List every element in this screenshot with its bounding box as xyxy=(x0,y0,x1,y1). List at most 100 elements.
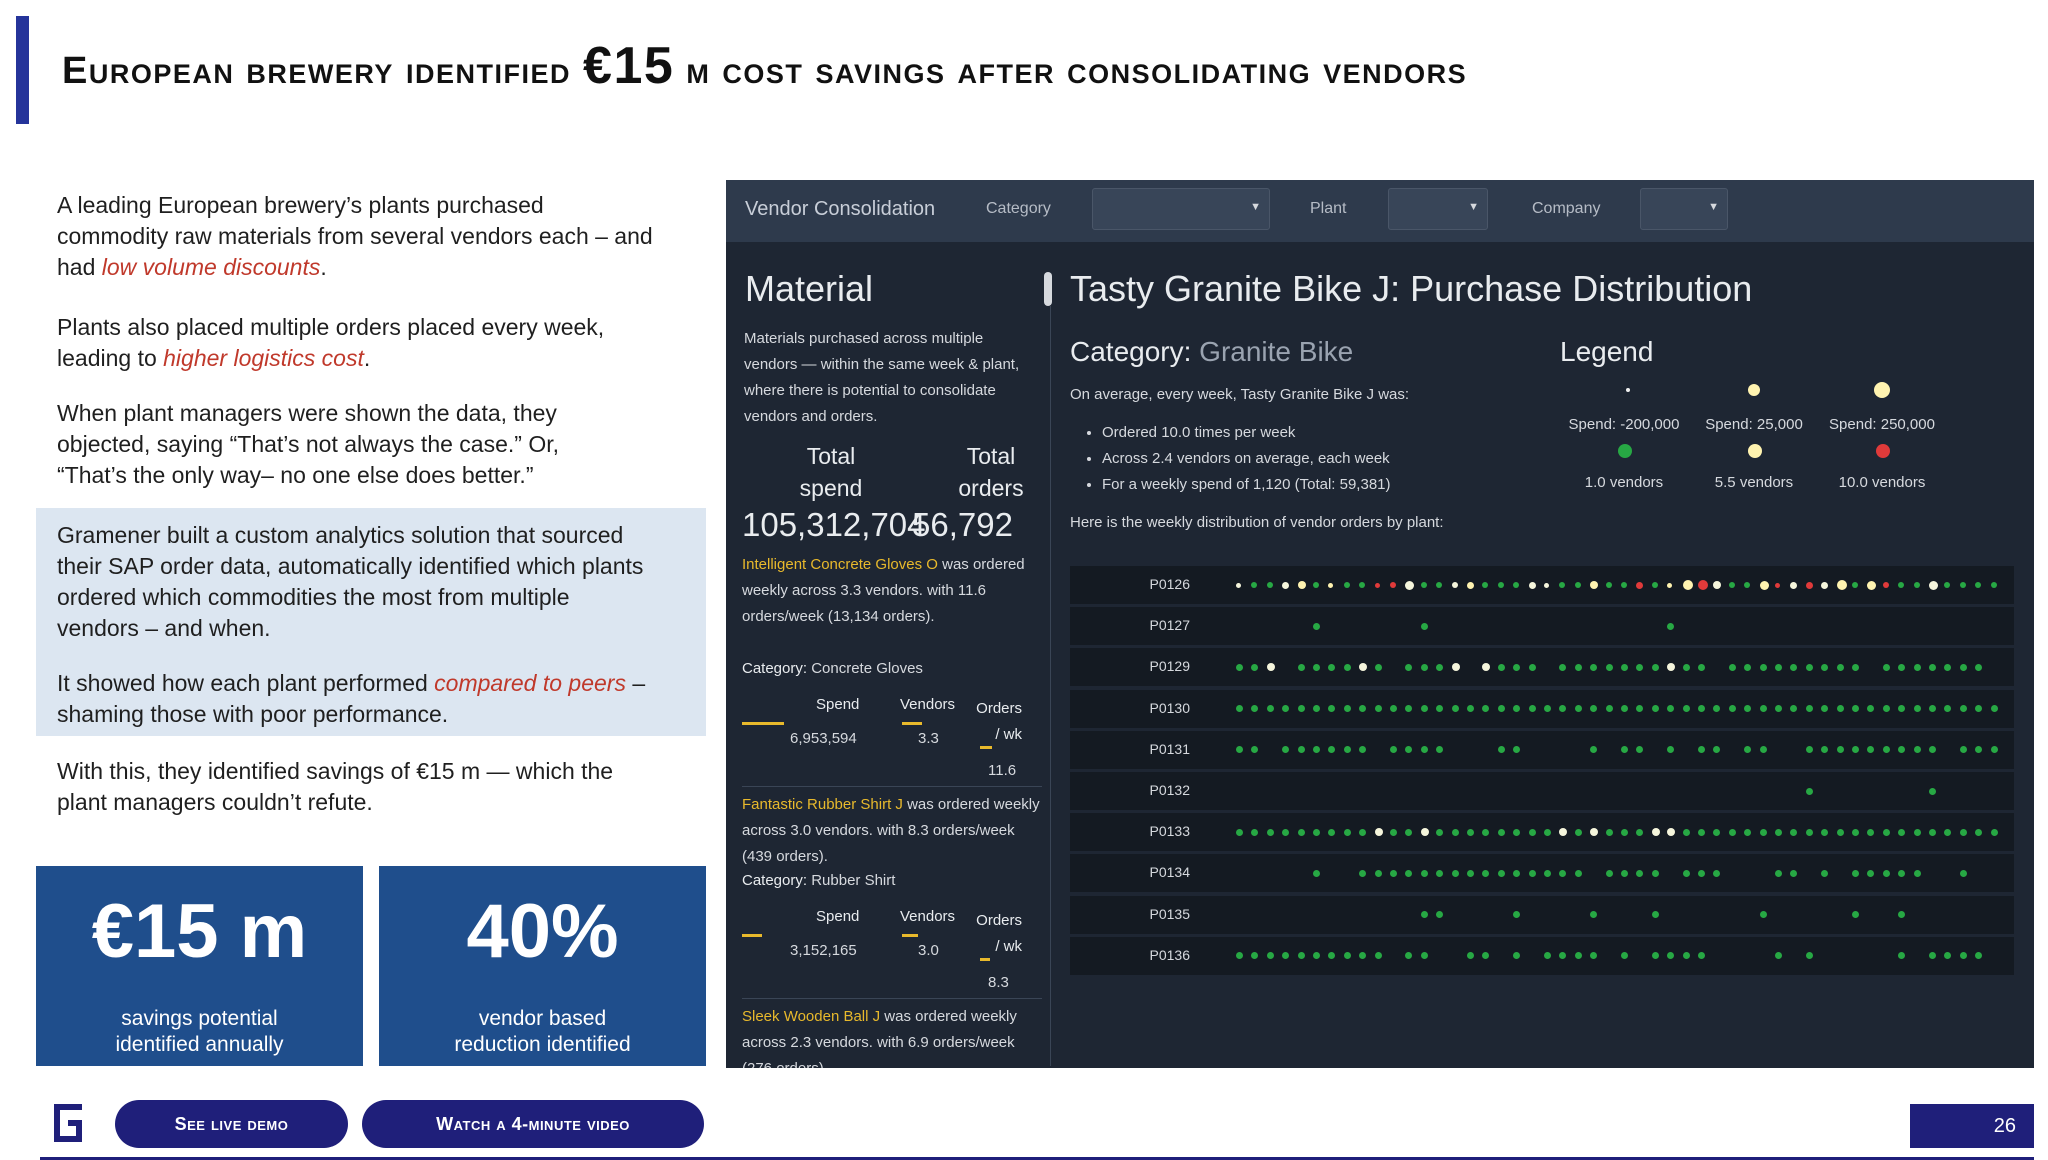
dashboard-header: Vendor Consolidation Category ▼ Plant ▼ … xyxy=(726,180,2034,242)
col-vendors: Vendors xyxy=(900,908,956,925)
order-dot xyxy=(1898,663,1906,671)
order-dot xyxy=(1698,746,1705,754)
order-dot xyxy=(1482,952,1490,960)
order-dot xyxy=(1698,828,1705,836)
order-dot xyxy=(1698,869,1705,877)
order-dot xyxy=(1744,746,1752,754)
order-dot xyxy=(1420,952,1428,960)
legend-vendors-label: 1.0 vendors xyxy=(1584,474,1664,491)
order-dot xyxy=(1682,869,1690,877)
plant-label: P0132 xyxy=(1149,782,1190,798)
order-dot xyxy=(1790,663,1798,671)
order-dot xyxy=(1297,746,1305,754)
order-dot xyxy=(1451,705,1459,713)
order-dot xyxy=(1852,828,1859,836)
order-dot xyxy=(1682,663,1690,671)
order-dot xyxy=(1544,869,1551,877)
order-dot xyxy=(1266,582,1273,588)
order-dot xyxy=(1528,581,1536,589)
paragraph-3: When plant managers were shown the data,… xyxy=(57,400,559,488)
order-dot xyxy=(1297,952,1305,960)
order-dot xyxy=(1621,828,1628,836)
plant-label: P0130 xyxy=(1149,699,1190,716)
order-dot xyxy=(1405,746,1413,754)
order-dot xyxy=(1852,663,1859,671)
order-dot xyxy=(1359,582,1366,588)
kpi-label: savings potential identified annually xyxy=(115,1007,284,1056)
order-dot xyxy=(1682,705,1690,713)
order-dot xyxy=(1975,746,1983,754)
plant-row xyxy=(1070,895,2014,934)
order-dot xyxy=(1959,746,1967,754)
plant-select[interactable]: ▼ xyxy=(1388,188,1488,230)
order-dot xyxy=(1544,828,1551,836)
order-dot xyxy=(1790,869,1798,877)
order-dot xyxy=(1513,663,1521,671)
order-dot xyxy=(1374,828,1383,837)
order-dot xyxy=(1929,580,1938,590)
order-dot xyxy=(1852,705,1859,713)
order-dot xyxy=(1898,952,1906,960)
order-dot xyxy=(1929,746,1936,754)
order-dot xyxy=(1651,663,1659,671)
order-dot xyxy=(1882,582,1889,588)
order-dot xyxy=(1313,746,1320,754)
scrollbar-thumb[interactable] xyxy=(1044,272,1052,306)
order-dot xyxy=(1236,952,1243,960)
order-dot xyxy=(1374,705,1382,713)
item-spend: 3,152,165 xyxy=(790,942,857,959)
order-dot xyxy=(1467,869,1474,877)
order-dot xyxy=(1559,705,1567,713)
order-dot xyxy=(1420,869,1428,877)
order-dot xyxy=(1236,705,1243,713)
order-dot xyxy=(1836,580,1847,590)
order-dot xyxy=(1821,869,1829,877)
material-description: Materials purchased across multiple vend… xyxy=(744,330,1020,425)
order-dot xyxy=(1282,952,1290,960)
order-dot xyxy=(1374,952,1382,960)
order-dot xyxy=(1559,582,1566,588)
watch-video-button[interactable]: Watch a 4-minute video xyxy=(362,1100,704,1148)
order-dot xyxy=(1328,746,1336,754)
order-dot xyxy=(1805,581,1813,589)
highlight-box xyxy=(36,508,706,736)
order-dot xyxy=(1313,705,1320,713)
order-dot xyxy=(1359,952,1367,960)
order-dot xyxy=(1759,911,1767,919)
col-vendors: Vendors xyxy=(900,696,956,713)
company-select[interactable]: ▼ xyxy=(1640,188,1728,230)
order-dot xyxy=(1497,705,1505,713)
order-dot xyxy=(1436,828,1444,836)
order-dot xyxy=(1359,705,1367,713)
order-dot xyxy=(1482,869,1490,877)
order-dot xyxy=(1744,582,1751,588)
order-dot xyxy=(1328,582,1334,588)
order-dot xyxy=(1359,828,1367,836)
divider xyxy=(742,786,1042,787)
category-select[interactable]: ▼ xyxy=(1092,188,1270,230)
plant-label: P0134 xyxy=(1149,864,1190,881)
order-dot xyxy=(1651,911,1659,919)
order-dot xyxy=(1713,746,1721,754)
order-dot xyxy=(1282,581,1290,589)
col-spend: Spend xyxy=(816,696,860,713)
paragraph-1: A leading European brewery’s plants purc… xyxy=(57,192,653,280)
order-dot xyxy=(1882,869,1890,877)
order-dot xyxy=(1528,705,1536,713)
order-dot xyxy=(1682,952,1690,960)
order-dot xyxy=(1790,705,1798,713)
order-dot xyxy=(1898,869,1906,877)
plant-label: P0127 xyxy=(1149,617,1190,634)
plant-row xyxy=(1070,607,2014,646)
order-dot xyxy=(1636,828,1644,836)
legend-color-dot xyxy=(1618,444,1632,458)
order-dot xyxy=(1436,911,1444,919)
order-dot xyxy=(1390,582,1396,588)
legend-vendors-label: 5.5 vendors xyxy=(1714,474,1794,491)
order-dot xyxy=(1621,705,1628,713)
order-dot xyxy=(1328,663,1336,671)
order-dot xyxy=(1651,582,1658,588)
order-dot xyxy=(1266,663,1275,672)
order-dot xyxy=(1405,663,1413,671)
see-live-demo-button[interactable]: See live demo xyxy=(115,1100,348,1148)
